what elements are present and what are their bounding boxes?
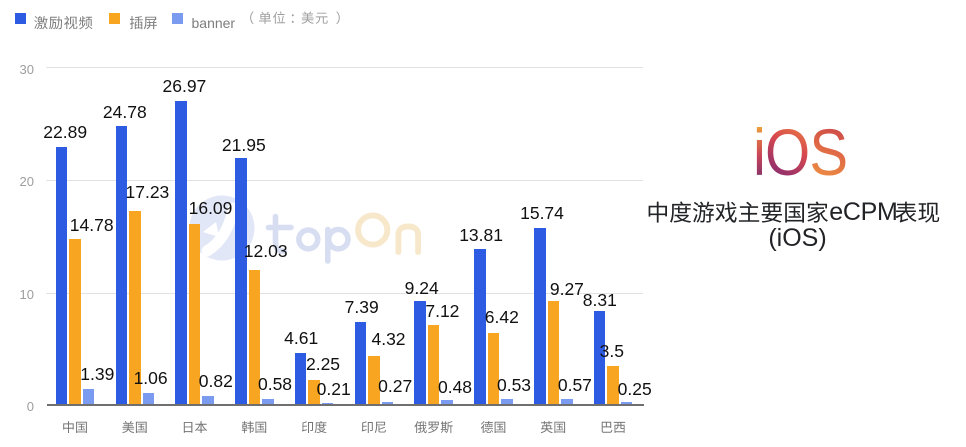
svg-text:eCPM: eCPM [829,198,897,226]
